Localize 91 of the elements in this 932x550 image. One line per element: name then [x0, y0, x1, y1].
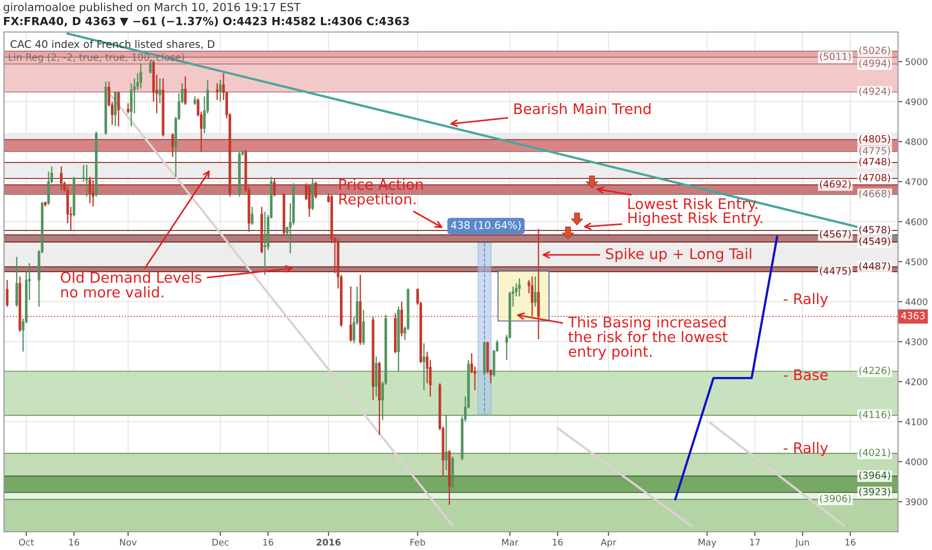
- y-tick-label: 4000: [905, 458, 928, 466]
- x-tick-label: Dec: [212, 538, 229, 546]
- candlestick: [219, 79, 222, 102]
- ref-line-label: (4748): [859, 158, 890, 166]
- candlestick: [92, 179, 94, 208]
- candlestick: [400, 301, 403, 338]
- candlestick: [88, 176, 92, 204]
- candlestick: [117, 90, 120, 128]
- y-tick-label: 5000: [906, 58, 928, 66]
- candlestick: [158, 78, 162, 104]
- ref-line-label: (4775): [859, 146, 890, 156]
- x-tick-label: 17: [750, 538, 760, 546]
- ref-line-label: (4475): [820, 266, 851, 276]
- candlestick: [422, 342, 426, 391]
- y-tick-label: 4300: [905, 338, 928, 346]
- candlestick: [114, 90, 117, 127]
- candlestick: [308, 184, 311, 218]
- candlestick: [216, 82, 218, 101]
- x-tick-label: Apr: [600, 538, 616, 548]
- candlestick: [60, 166, 63, 191]
- ref-line-label: (4708): [859, 174, 890, 182]
- ref-line-label: 4363: [901, 312, 925, 320]
- ref-line-label: (4668): [859, 190, 890, 198]
- ref-line-label: (4805): [859, 134, 890, 144]
- candlestick: [314, 181, 318, 200]
- ref-line-label: (5026): [859, 46, 890, 56]
- candlestick: [273, 178, 276, 198]
- ref-line-label: (4116): [859, 410, 890, 420]
- x-tick-label: Jun: [795, 538, 809, 548]
- ref-line-label: (3923): [859, 488, 890, 496]
- annotation: - Rally: [784, 292, 828, 308]
- candlestick: [362, 309, 365, 346]
- annotation: Lowest Risk Entry.: [628, 198, 758, 212]
- candlestick: [184, 76, 187, 106]
- annotation: This Basing increased the risk for the lowest entry point.: [568, 316, 728, 360]
- x-tick-label: 16: [552, 538, 563, 546]
- annotation: 438 (10.64%): [450, 220, 521, 230]
- chart-title: FX:FRA40, D 4363 ▼ −61 (−1.37%) O:4423 H:4582 L:4306 C:4363: [4, 16, 409, 27]
- y-tick-label: 4500: [905, 258, 928, 266]
- candlestick: [171, 132, 174, 158]
- y-tick-label: 4200: [905, 378, 928, 386]
- candlestick: [85, 164, 88, 198]
- ref-line-label: (4692): [820, 180, 851, 189]
- ref-line-label: (4549): [859, 237, 890, 246]
- x-tick-label: May: [698, 538, 716, 548]
- ref-line-label: (3964): [859, 471, 890, 480]
- x-tick-label: Feb: [410, 538, 426, 546]
- ref-line-label: (4487): [859, 262, 890, 271]
- candlestick: [6, 279, 8, 308]
- ref-line-label: (5011): [820, 52, 851, 62]
- ref-line-label: (4567): [820, 230, 851, 239]
- x-tick-label: Mar: [502, 538, 518, 546]
- candlestick: [130, 82, 133, 128]
- annotation: - Rally: [784, 442, 828, 456]
- ref-line-label: (3906): [820, 494, 851, 504]
- x-tick-label: 16: [263, 538, 274, 546]
- candlestick: [530, 276, 534, 318]
- y-tick-label: 3900: [906, 498, 928, 506]
- candlestick: [250, 206, 254, 226]
- annotation: Highest Risk Entry.: [628, 212, 762, 226]
- x-tick-label: 16: [69, 538, 80, 546]
- x-tick-label: Nov: [120, 538, 137, 546]
- x-tick-label: 2016: [316, 538, 341, 546]
- candlestick: [444, 414, 448, 471]
- ref-line-label: (4994): [859, 59, 890, 68]
- ref-line-label: (4924): [859, 87, 890, 96]
- annotation: Price Action Repetition.: [339, 178, 423, 208]
- candlestick: [349, 286, 352, 342]
- ref-line-label: (4578): [859, 226, 890, 234]
- y-tick-label: 4700: [905, 178, 928, 186]
- annotation: Bearish Main Trend: [514, 102, 650, 114]
- candlestick: [518, 278, 521, 298]
- x-tick-label: Oct: [18, 538, 34, 546]
- candlestick: [374, 356, 378, 398]
- ref-line-label: (4226): [859, 366, 890, 376]
- annotation: - Base: [784, 369, 828, 380]
- y-tick-label: 4100: [905, 418, 928, 426]
- y-tick-label: 4600: [905, 218, 928, 226]
- candlestick: [264, 211, 266, 276]
- x-tick-label: 16: [846, 538, 856, 546]
- candlestick: [140, 62, 142, 90]
- y-tick-label: 4900: [905, 98, 928, 106]
- annotation: Old Demand Levels no more valid.: [60, 272, 202, 298]
- annotation: Spike up + Long Tail: [606, 248, 752, 262]
- candlestick: [126, 102, 130, 114]
- ref-line-label: (4021): [859, 448, 890, 458]
- y-tick-label: 4800: [905, 138, 928, 146]
- y-tick-label: 4400: [905, 298, 928, 306]
- chart-subtitle: girolamoaloe published on March 10, 2016 19:17 EST: [4, 2, 301, 14]
- candlestick: [15, 256, 18, 308]
- candlestick: [534, 276, 537, 308]
